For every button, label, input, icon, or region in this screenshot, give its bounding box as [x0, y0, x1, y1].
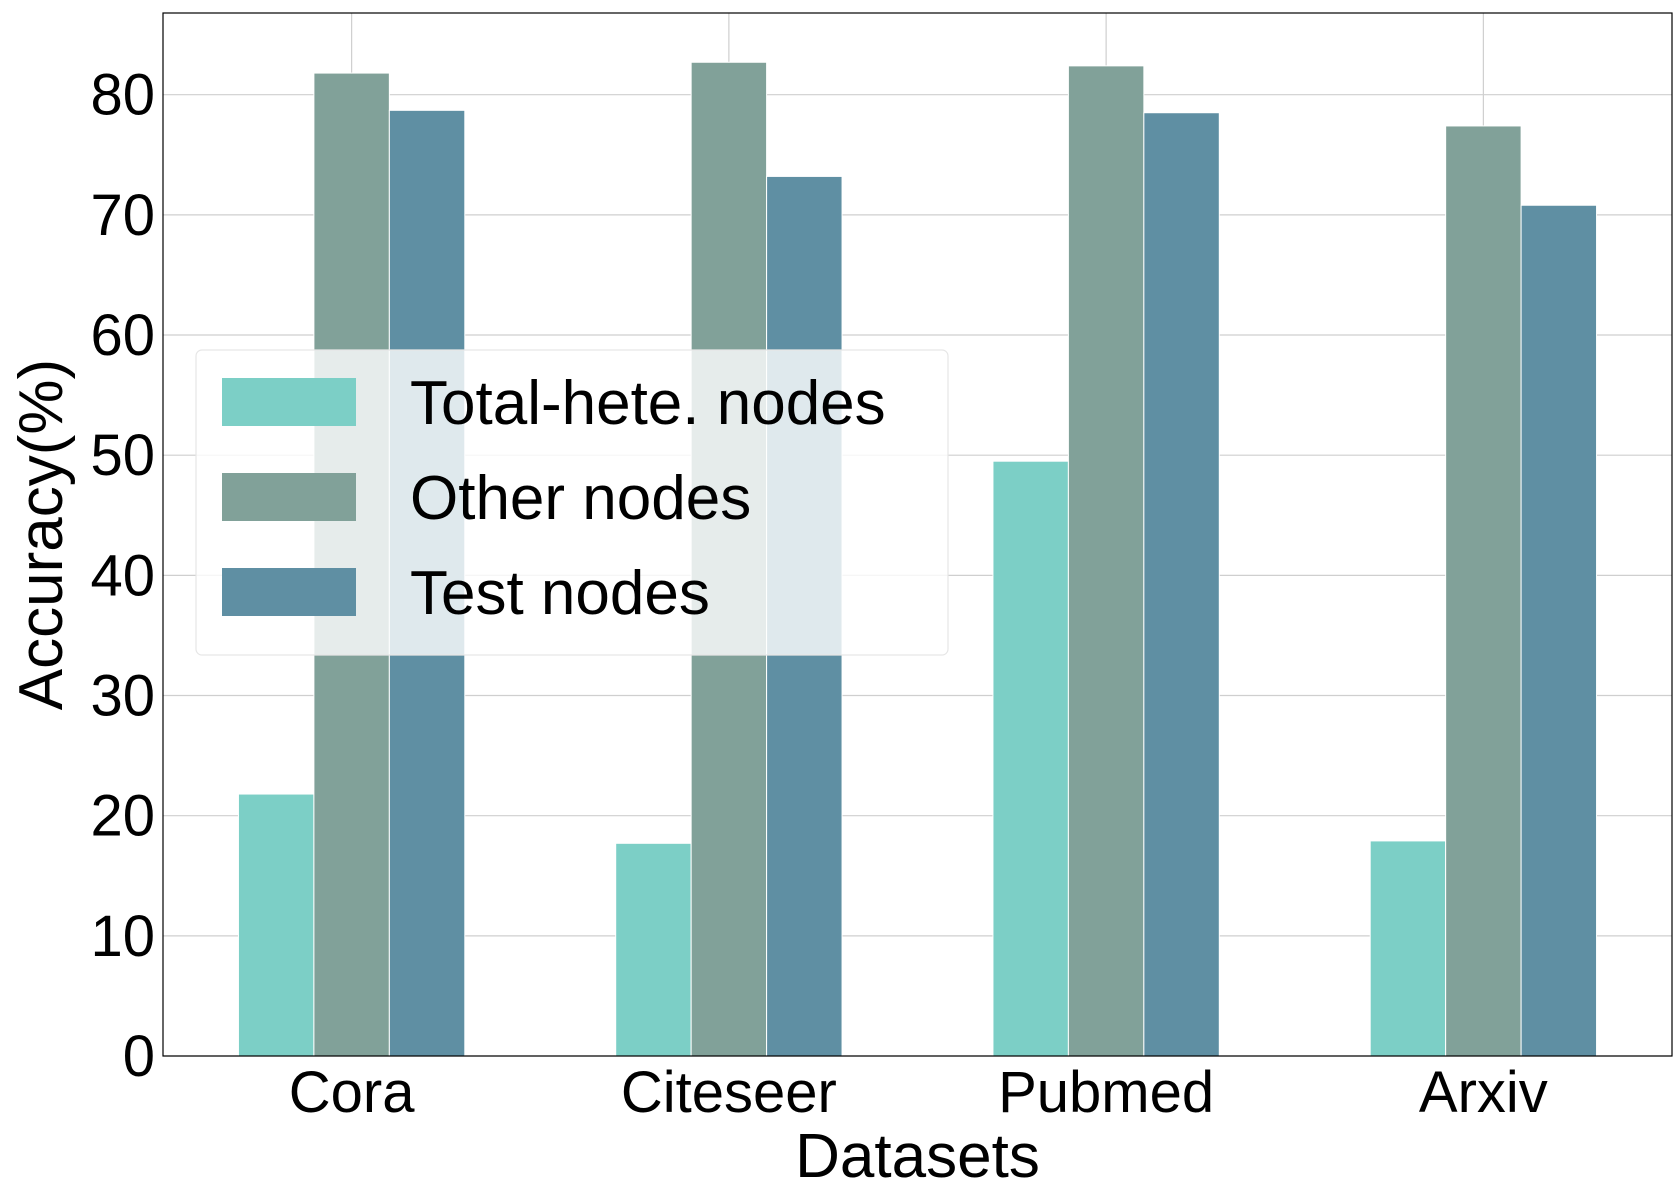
y-tick-label: 30: [90, 664, 155, 729]
legend-label: Total-hete. nodes: [410, 369, 886, 438]
legend-label: Test nodes: [410, 559, 710, 628]
bar: [237, 793, 315, 1057]
bar: [1143, 112, 1220, 1057]
legend-swatch: [222, 568, 356, 616]
y-tick-label: 50: [90, 423, 155, 488]
y-tick-label: 80: [90, 63, 155, 128]
legend-box: [195, 349, 949, 656]
legend-swatch: [222, 378, 356, 426]
bar: [1067, 65, 1145, 1057]
y-tick-label: 70: [90, 183, 155, 248]
legend-label: Other nodes: [410, 464, 751, 533]
y-tick-label: 10: [90, 904, 155, 969]
x-axis-title: Datasets: [795, 1122, 1040, 1191]
x-tick-label: Pubmed: [998, 1060, 1214, 1125]
y-tick-labels: 0 10 20 30 40 50 60 70 80: [90, 63, 155, 1089]
y-tick-label: 60: [90, 303, 155, 368]
bars-layer: [237, 61, 1598, 1057]
x-tick-label: Citeseer: [621, 1060, 837, 1125]
x-tick-labels: Cora Citeseer Pubmed Arxiv: [289, 1060, 1548, 1125]
legend-swatch: [222, 473, 356, 521]
bar: [1520, 204, 1598, 1057]
bar: [1369, 840, 1447, 1057]
y-tick-label: 20: [90, 784, 155, 849]
bar: [1445, 125, 1522, 1057]
y-tick-label: 0: [123, 1024, 155, 1089]
plot-frame: [162, 12, 1673, 1057]
y-axis-title: Accuracy(%): [7, 359, 76, 710]
bar: [615, 842, 692, 1057]
x-tick-label: Arxiv: [1419, 1060, 1548, 1125]
y-tick-label: 40: [90, 543, 155, 608]
bar: [992, 460, 1069, 1057]
x-tick-label: Cora: [289, 1060, 415, 1125]
legend: Total-hete. nodes Other nodes Test nodes: [195, 349, 949, 656]
